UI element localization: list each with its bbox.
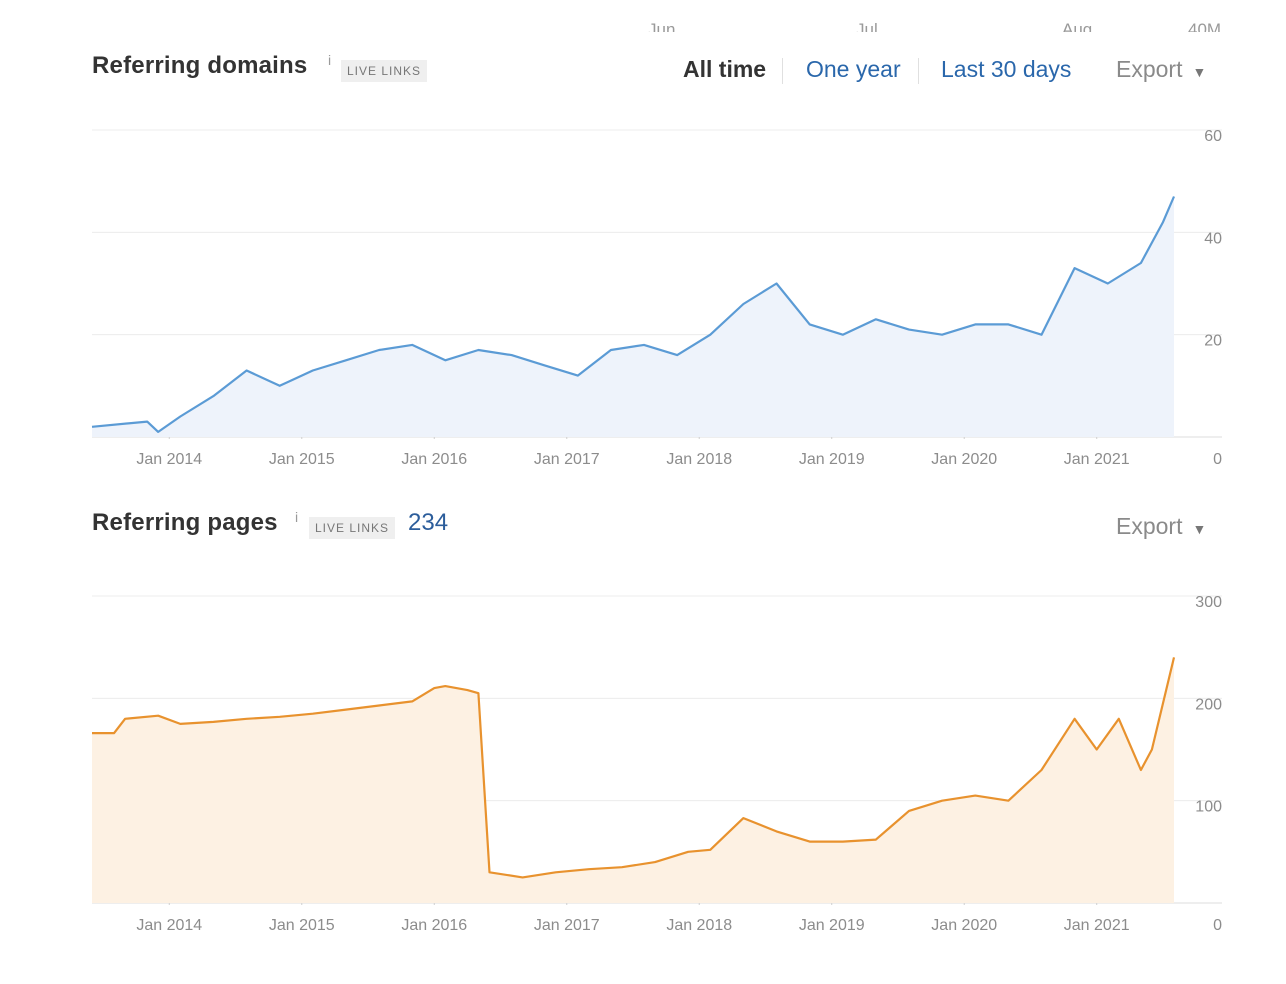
pages-header: Referring pages i LIVE LINKS 234 Export ▼ bbox=[92, 509, 1222, 549]
x-tick-label: Jan 2018 bbox=[666, 917, 732, 934]
x-tick-label: Jan 2017 bbox=[534, 917, 600, 934]
pages-chart: 0 100 200 300 Jan 2014 Jan 2015 Jan 2016 Jan 20… bbox=[92, 594, 1222, 934]
info-icon[interactable]: i bbox=[295, 509, 299, 525]
series-area bbox=[92, 196, 1174, 437]
export-label: Export bbox=[1116, 513, 1183, 539]
y-tick-label: 100 bbox=[1195, 799, 1222, 816]
x-tick-label: Jan 2016 bbox=[401, 917, 467, 934]
x-tick-label: Jan 2018 bbox=[666, 451, 732, 468]
top-axis-label: Jun bbox=[648, 20, 676, 32]
domains-header: Referring domains i LIVE LINKS All time … bbox=[92, 52, 1222, 92]
live-links-badge: LIVE LINKS bbox=[341, 60, 428, 82]
x-tick-label: Jan 2014 bbox=[136, 917, 202, 934]
tab-divider bbox=[918, 58, 919, 84]
y-tick-label: 0 bbox=[1213, 451, 1222, 468]
series-line bbox=[92, 657, 1176, 879]
y-tick-label: 40 bbox=[1204, 230, 1222, 247]
pages-export-button[interactable]: Export ▼ bbox=[1116, 513, 1206, 540]
x-tick-label: Jan 2019 bbox=[799, 917, 865, 934]
x-tick-label: Jan 2015 bbox=[269, 451, 335, 468]
live-links-badge: LIVE LINKS bbox=[309, 517, 396, 539]
tab-one-year[interactable]: One year bbox=[806, 56, 901, 82]
top-axis-label: 40M bbox=[1188, 20, 1222, 32]
top-axis-strip: Jun Jul Aug 40M bbox=[0, 12, 1286, 32]
y-tick-label: 20 bbox=[1204, 333, 1222, 350]
x-tick-label: Jan 2020 bbox=[931, 451, 997, 468]
x-tick-label: Jan 2021 bbox=[1064, 451, 1130, 468]
x-tick-label: Jan 2014 bbox=[136, 451, 202, 468]
pages-title: Referring pages bbox=[92, 509, 278, 536]
pages-count: 234 bbox=[408, 509, 449, 536]
series-area bbox=[92, 657, 1174, 903]
top-axis-label: Jul bbox=[856, 20, 878, 32]
x-tick-label: Jan 2020 bbox=[931, 917, 997, 934]
x-tick-label: Jan 2017 bbox=[534, 451, 600, 468]
series-line bbox=[91, 196, 1176, 433]
top-axis-label: Aug bbox=[1062, 20, 1093, 32]
dropdown-triangle-icon: ▼ bbox=[1192, 521, 1207, 537]
dropdown-triangle-icon: ▼ bbox=[1192, 64, 1207, 80]
tab-last-30-days[interactable]: Last 30 days bbox=[941, 56, 1072, 82]
y-tick-label: 60 bbox=[1204, 128, 1222, 145]
domains-export-button[interactable]: Export ▼ bbox=[1116, 56, 1206, 83]
y-tick-label: 0 bbox=[1213, 917, 1222, 934]
info-icon[interactable]: i bbox=[328, 52, 332, 68]
domains-title: Referring domains bbox=[92, 52, 308, 79]
x-tick-label: Jan 2015 bbox=[269, 917, 335, 934]
x-tick-label: Jan 2021 bbox=[1064, 917, 1130, 934]
tab-all-time[interactable]: All time bbox=[683, 56, 767, 82]
y-tick-label: 200 bbox=[1195, 696, 1222, 713]
tab-divider bbox=[782, 58, 783, 84]
domains-chart: 0 20 40 60 Jan 2014 Jan 2015 Jan 2016 Jan 2017 J… bbox=[91, 128, 1222, 468]
x-tick-label: Jan 2019 bbox=[799, 451, 865, 468]
y-tick-label: 300 bbox=[1195, 594, 1222, 611]
x-tick-label: Jan 2016 bbox=[401, 451, 467, 468]
export-label: Export bbox=[1116, 56, 1183, 82]
